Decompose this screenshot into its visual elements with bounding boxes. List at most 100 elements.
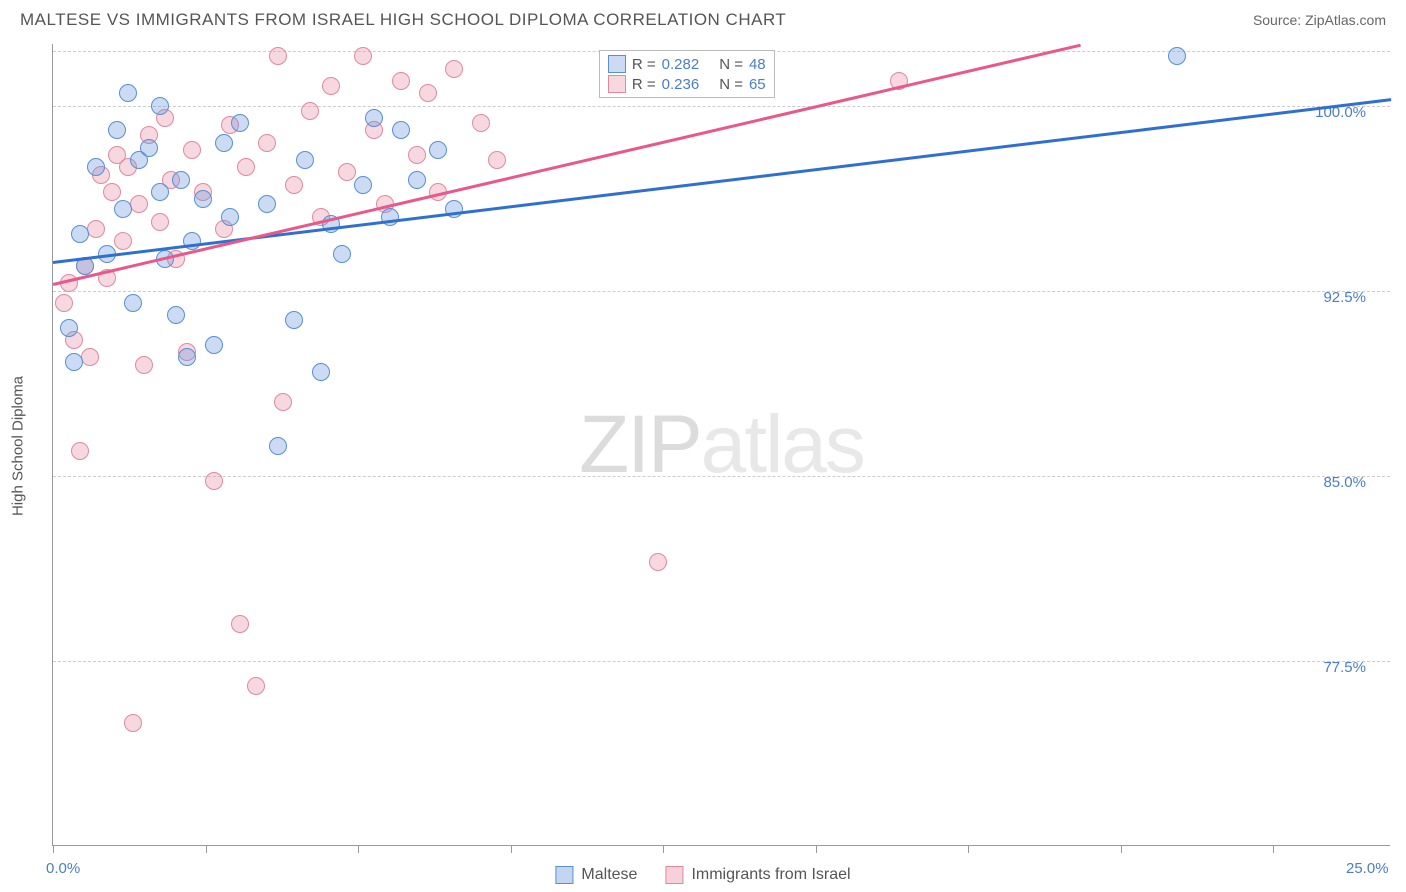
scatter-point [258,134,276,152]
trend-line [53,98,1391,263]
x-tick-label: 0.0% [46,860,80,877]
scatter-point [194,190,212,208]
scatter-point [301,102,319,120]
scatter-point [151,213,169,231]
x-tick [968,845,969,853]
legend-row: R = 0.282 N = 48 [608,54,766,74]
scatter-point [172,171,190,189]
scatter-point [392,121,410,139]
y-tick-label: 77.5% [1323,659,1366,676]
legend-label: Maltese [581,866,637,884]
y-axis-label: High School Diploma [10,376,27,516]
legend-r-value: 0.282 [662,56,700,73]
legend-swatch [608,75,626,93]
y-tick-label: 92.5% [1323,289,1366,306]
scatter-point [354,47,372,65]
x-tick [816,845,817,853]
scatter-point [205,472,223,490]
scatter-point [55,294,73,312]
scatter-point [649,553,667,571]
scatter-point [445,200,463,218]
scatter-point [87,220,105,238]
legend-n-value: 65 [749,76,766,93]
scatter-point [124,294,142,312]
legend-r-label: R = [632,56,656,73]
legend-swatch [608,55,626,73]
trend-line [53,44,1081,286]
scatter-point [87,158,105,176]
scatter-point [71,225,89,243]
scatter-point [269,437,287,455]
x-tick [358,845,359,853]
chart-area: ZIPatlas 77.5%85.0%92.5%100.0%R = 0.282N… [52,44,1390,846]
scatter-point [119,84,137,102]
source-label: Source: ZipAtlas.com [1253,12,1386,28]
scatter-point [408,171,426,189]
scatter-point [205,336,223,354]
scatter-point [151,183,169,201]
scatter-point [124,714,142,732]
x-tick [511,845,512,853]
scatter-point [408,146,426,164]
gridline [53,106,1390,107]
scatter-point [237,158,255,176]
scatter-point [231,615,249,633]
legend-r-value: 0.236 [662,76,700,93]
x-tick [663,845,664,853]
scatter-point [333,245,351,263]
scatter-point [1168,47,1186,65]
legend-n-label: N = [719,76,743,93]
scatter-point [488,151,506,169]
legend-r-label: R = [632,76,656,93]
scatter-point [183,232,201,250]
scatter-point [65,353,83,371]
scatter-point [130,195,148,213]
legend-row: R = 0.236 N = 65 [608,74,766,94]
scatter-point [338,163,356,181]
scatter-point [135,356,153,374]
x-tick [206,845,207,853]
scatter-point [60,319,78,337]
scatter-point [365,109,383,127]
scatter-point [445,60,463,78]
scatter-point [114,200,132,218]
scatter-point [167,306,185,324]
scatter-point [221,208,239,226]
scatter-point [81,348,99,366]
legend-item: Immigrants from Israel [665,866,850,884]
scatter-point [285,311,303,329]
scatter-point [151,97,169,115]
scatter-point [140,139,158,157]
scatter-point [472,114,490,132]
scatter-point [312,363,330,381]
scatter-point [429,141,447,159]
x-tick-label: 25.0% [1346,860,1389,877]
scatter-point [71,442,89,460]
scatter-point [274,393,292,411]
scatter-point [114,232,132,250]
scatter-point [258,195,276,213]
x-tick [1273,845,1274,853]
scatter-point [322,77,340,95]
legend-n-label: N = [719,56,743,73]
legend-item: Maltese [555,866,637,884]
scatter-point [103,183,121,201]
scatter-point [183,141,201,159]
plot-area: 77.5%85.0%92.5%100.0%R = 0.282N = 48R = … [53,44,1390,845]
legend-n-value: 48 [749,56,766,73]
legend-correlation: R = 0.282 N = 48 R = 0.236 N = 65 [599,50,775,98]
legend-swatch [555,866,573,884]
scatter-point [419,84,437,102]
gridline [53,661,1390,662]
scatter-point [231,114,249,132]
scatter-point [108,121,126,139]
x-tick [53,845,54,853]
gridline [53,476,1390,477]
scatter-point [296,151,314,169]
gridline [53,291,1390,292]
legend-swatch [665,866,683,884]
scatter-point [392,72,410,90]
legend-label: Immigrants from Israel [691,866,850,884]
scatter-point [178,348,196,366]
scatter-point [215,134,233,152]
